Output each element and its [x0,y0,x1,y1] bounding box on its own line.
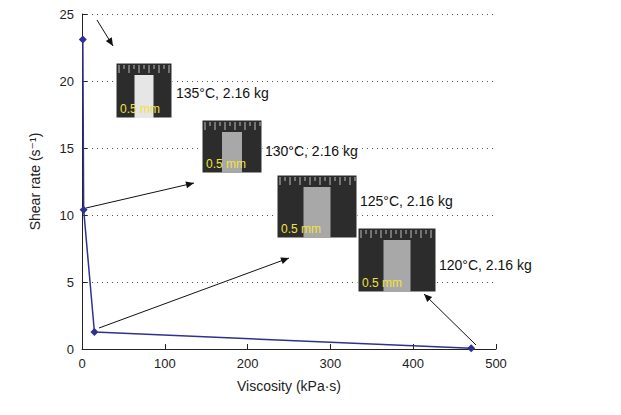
svg-text:Viscosity (kPa·s): Viscosity (kPa·s) [237,378,341,394]
svg-text:400: 400 [402,356,424,371]
svg-text:0: 0 [78,356,85,371]
svg-text:200: 200 [237,356,259,371]
svg-text:0.5 mm: 0.5 mm [120,102,160,116]
svg-text:10: 10 [60,208,74,223]
svg-text:Shear rate (s⁻¹): Shear rate (s⁻¹) [27,133,43,231]
svg-text:0.5 mm: 0.5 mm [281,222,321,236]
svg-text:0: 0 [67,342,74,357]
svg-text:0.5 mm: 0.5 mm [362,276,402,290]
svg-text:20: 20 [60,74,74,89]
svg-text:500: 500 [485,356,507,371]
svg-text:0.5 mm: 0.5 mm [206,157,246,171]
svg-text:120°C, 2.16 kg: 120°C, 2.16 kg [439,257,532,273]
svg-text:5: 5 [67,275,74,290]
svg-text:135°C, 2.16 kg: 135°C, 2.16 kg [176,85,269,101]
svg-text:125°C, 2.16 kg: 125°C, 2.16 kg [360,193,453,209]
svg-text:100: 100 [154,356,176,371]
svg-text:15: 15 [60,141,74,156]
svg-text:300: 300 [320,356,342,371]
svg-text:130°C, 2.16 kg: 130°C, 2.16 kg [265,143,358,159]
svg-text:25: 25 [60,7,74,22]
